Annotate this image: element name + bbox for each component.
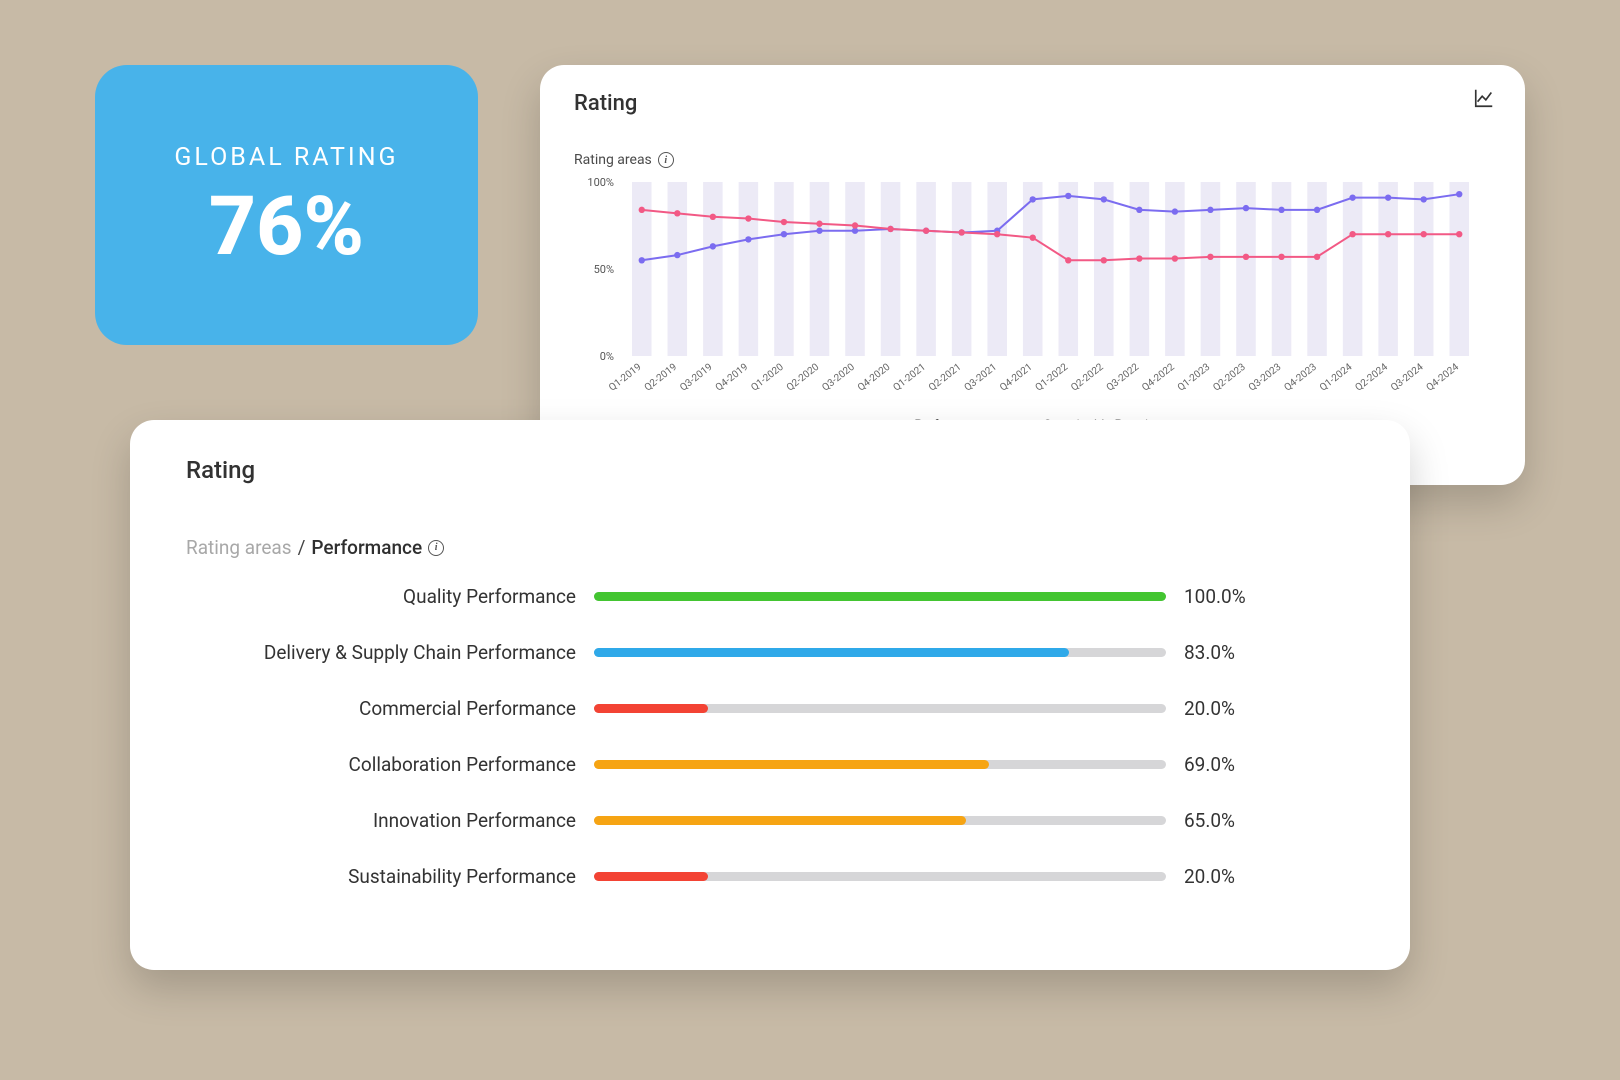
bar-fill — [594, 816, 966, 825]
info-icon[interactable]: i — [658, 152, 674, 168]
line-chart-svg: 0%50%100%Q1-2019Q2-2019Q3-2019Q4-2019Q1-… — [574, 174, 1491, 404]
bar-track — [594, 704, 1166, 713]
bar-row: Commercial Performance 20.0% — [216, 697, 1264, 720]
svg-text:Q2-2019: Q2-2019 — [643, 362, 680, 394]
svg-text:Q4-2020: Q4-2020 — [856, 361, 893, 393]
line-chart-icon[interactable] — [1473, 87, 1495, 109]
chart-title: Rating — [574, 91, 1491, 116]
svg-text:100%: 100% — [587, 176, 614, 189]
breadcrumb-current: Performance — [311, 536, 422, 559]
global-rating-value: 76% — [209, 186, 364, 268]
bar-label: Innovation Performance — [216, 809, 576, 832]
svg-text:Q3-2020: Q3-2020 — [820, 361, 857, 393]
bar-label: Delivery & Supply Chain Performance — [216, 641, 576, 664]
bar-row: Sustainability Performance 20.0% — [216, 865, 1264, 888]
svg-text:Q2-2021: Q2-2021 — [927, 362, 964, 394]
bar-label: Sustainability Performance — [216, 865, 576, 888]
bar-label: Quality Performance — [216, 585, 576, 608]
svg-text:Q2-2022: Q2-2022 — [1069, 361, 1106, 393]
bar-value: 83.0% — [1184, 641, 1264, 664]
bar-track — [594, 816, 1166, 825]
bar-value: 69.0% — [1184, 753, 1264, 776]
bar-label: Commercial Performance — [216, 697, 576, 720]
svg-text:Q1-2021: Q1-2021 — [891, 362, 928, 394]
bar-fill — [594, 704, 708, 713]
breadcrumb: Rating areas / Performance i — [186, 536, 1354, 559]
bar-row: Quality Performance 100.0% — [216, 585, 1264, 608]
svg-text:Q3-2024: Q3-2024 — [1389, 361, 1426, 393]
svg-text:Q4-2019: Q4-2019 — [714, 362, 751, 394]
chart-subtitle-row: Rating areas i — [574, 152, 1491, 168]
bar-value: 20.0% — [1184, 697, 1264, 720]
bar-label: Collaboration Performance — [216, 753, 576, 776]
bar-value: 65.0% — [1184, 809, 1264, 832]
bar-track — [594, 592, 1166, 601]
breadcrumb-sep: / — [298, 536, 306, 559]
bar-value: 20.0% — [1184, 865, 1264, 888]
svg-text:Q1-2020: Q1-2020 — [749, 361, 786, 393]
global-rating-label: GLOBAL RATING — [174, 143, 398, 172]
bar-row: Collaboration Performance 69.0% — [216, 753, 1264, 776]
svg-text:Q1-2024: Q1-2024 — [1318, 361, 1355, 393]
bar-row: Delivery & Supply Chain Performance 83.0% — [216, 641, 1264, 664]
svg-text:Q3-2019: Q3-2019 — [678, 362, 715, 394]
info-icon[interactable]: i — [428, 540, 444, 556]
svg-text:Q4-2021: Q4-2021 — [998, 362, 1035, 394]
svg-text:50%: 50% — [594, 263, 614, 276]
bars-title: Rating — [186, 456, 1354, 484]
svg-text:Q1-2022: Q1-2022 — [1034, 361, 1071, 393]
svg-text:Q1-2019: Q1-2019 — [607, 362, 644, 394]
bar-track — [594, 648, 1166, 657]
rating-bars-card: Rating Rating areas / Performance i Qual… — [130, 420, 1410, 970]
svg-text:Q3-2022: Q3-2022 — [1105, 361, 1142, 393]
bars-body: Quality Performance 100.0% Delivery & Supp… — [186, 585, 1354, 888]
svg-text:Q3-2023: Q3-2023 — [1247, 362, 1284, 394]
bar-row: Innovation Performance 65.0% — [216, 809, 1264, 832]
svg-text:Q1-2023: Q1-2023 — [1176, 362, 1213, 394]
svg-text:0%: 0% — [600, 350, 614, 363]
svg-text:Q2-2024: Q2-2024 — [1353, 361, 1390, 393]
bar-fill — [594, 592, 1166, 601]
bar-track — [594, 872, 1166, 881]
svg-text:Q4-2023: Q4-2023 — [1282, 362, 1319, 394]
svg-text:Q3-2021: Q3-2021 — [963, 362, 1000, 394]
bar-fill — [594, 760, 989, 769]
svg-text:Q4-2022: Q4-2022 — [1140, 361, 1177, 393]
svg-text:Q2-2023: Q2-2023 — [1211, 362, 1248, 394]
bar-fill — [594, 872, 708, 881]
svg-text:Q2-2020: Q2-2020 — [785, 361, 822, 393]
chart-plot: 0%50%100%Q1-2019Q2-2019Q3-2019Q4-2019Q1-… — [574, 174, 1491, 404]
chart-subtitle: Rating areas — [574, 152, 652, 168]
svg-text:Q4-2024: Q4-2024 — [1425, 361, 1462, 393]
bar-value: 100.0% — [1184, 585, 1264, 608]
bar-track — [594, 760, 1166, 769]
bar-fill — [594, 648, 1069, 657]
breadcrumb-root[interactable]: Rating areas — [186, 536, 292, 559]
global-rating-card: GLOBAL RATING 76% — [95, 65, 478, 345]
